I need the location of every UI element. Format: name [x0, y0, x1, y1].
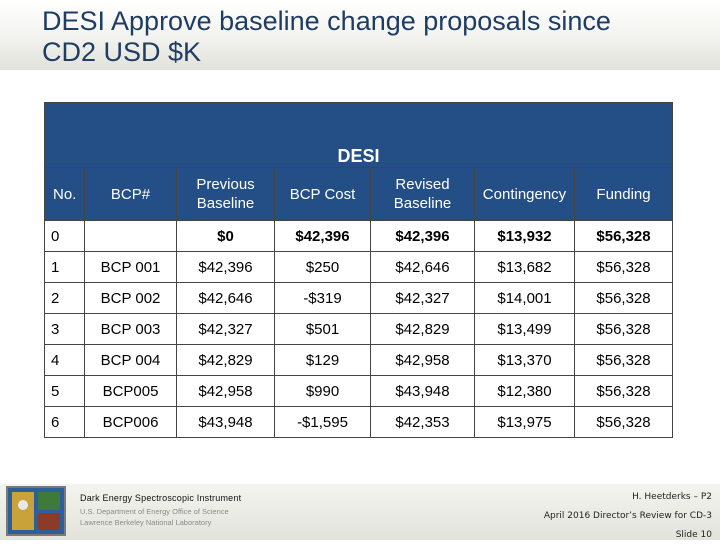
cell-revised: $42,646	[370, 251, 475, 283]
bcp-table: DESI No. BCP# Previous Baseline BCP Cost …	[43, 102, 674, 438]
title-line-1: DESI Approve baseline change proposals s…	[42, 6, 611, 36]
title-band	[0, 0, 720, 70]
cell-cost: $990	[274, 375, 371, 407]
cell-contingency: $13,975	[474, 406, 575, 438]
cell-revised: $43,948	[370, 375, 475, 407]
table-row: 5 BCP005 $42,958 $990 $43,948 $12,380 $56,328	[44, 375, 674, 407]
cell-bcp: BCP 004	[84, 344, 177, 376]
cell-previous: $42,829	[176, 344, 275, 376]
cell-cost: $501	[274, 313, 371, 345]
footer-institution: Dark Energy Spectroscopic Instrument	[80, 493, 242, 503]
header-bcp-cost: BCP Cost	[274, 167, 371, 221]
cell-contingency: $13,499	[474, 313, 575, 345]
table-row: 0 $0 $42,396 $42,396 $13,932 $56,328	[44, 220, 674, 252]
cell-no: 4	[44, 344, 85, 376]
cell-cost: $129	[274, 344, 371, 376]
header-previous-baseline: Previous Baseline	[176, 167, 275, 221]
header-funding: Funding	[573, 167, 674, 221]
cell-previous: $0	[176, 220, 275, 252]
cell-no: 5	[44, 375, 85, 407]
cell-contingency: $13,932	[474, 220, 575, 252]
cell-contingency: $12,380	[474, 375, 575, 407]
cell-contingency: $14,001	[474, 282, 575, 314]
cell-funding: $56,328	[573, 406, 674, 438]
table-body: 0 $0 $42,396 $42,396 $13,932 $56,328 1 BCP 001 $…	[44, 220, 674, 438]
cell-cost: -$1,595	[274, 406, 371, 438]
cell-funding: $56,328	[573, 375, 674, 407]
cell-no: 2	[44, 282, 85, 314]
table-row: 4 BCP 004 $42,829 $129 $42,958 $13,370 $56,328	[44, 344, 674, 376]
cell-revised: $42,396	[370, 220, 475, 252]
cell-funding: $56,328	[573, 344, 674, 376]
cell-previous: $43,948	[176, 406, 275, 438]
cell-cost: -$319	[274, 282, 371, 314]
header-revised-line1: Revised	[395, 176, 450, 193]
title-line-2: CD2 USD $K	[42, 37, 202, 67]
footer-author: H. Heetderks – P2	[632, 492, 712, 502]
cell-cost: $42,396	[274, 220, 371, 252]
table-row: 1 BCP 001 $42,396 $250 $42,646 $13,682 $56,328	[44, 251, 674, 283]
table-caption: DESI	[43, 102, 674, 168]
cell-funding: $56,328	[573, 282, 674, 314]
cell-contingency: $13,370	[474, 344, 575, 376]
cell-previous: $42,646	[176, 282, 275, 314]
cell-no: 1	[44, 251, 85, 283]
table-row: 3 BCP 003 $42,327 $501 $42,829 $13,499 $56,328	[44, 313, 674, 345]
cell-revised: $42,327	[370, 282, 475, 314]
cell-funding: $56,328	[573, 251, 674, 283]
cell-bcp: BCP 003	[84, 313, 177, 345]
footer-bar	[0, 484, 720, 540]
header-no: No.	[44, 167, 85, 221]
cell-previous: $42,958	[176, 375, 275, 407]
cell-cost: $250	[274, 251, 371, 283]
desi-logo-icon	[6, 486, 66, 536]
cell-no: 0	[44, 220, 85, 252]
table-header-row: No. BCP# Previous Baseline BCP Cost Revis…	[44, 167, 674, 221]
header-previous-line2: Baseline	[196, 195, 255, 212]
table-row: 2 BCP 002 $42,646 -$319 $42,327 $14,001 $56,32…	[44, 282, 674, 314]
cell-funding: $56,328	[573, 313, 674, 345]
header-bcp: BCP#	[84, 167, 177, 221]
cell-bcp: BCP005	[84, 375, 177, 407]
cell-bcp: BCP 002	[84, 282, 177, 314]
cell-no: 6	[44, 406, 85, 438]
table-row: 6 BCP006 $43,948 -$1,595 $42,353 $13,975 $56,3…	[44, 406, 674, 438]
header-contingency: Contingency	[474, 167, 575, 221]
header-previous-line1: Previous	[196, 176, 255, 193]
cell-no: 3	[44, 313, 85, 345]
cell-bcp	[84, 220, 177, 252]
footer-review: April 2016 Director’s Review for CD-3	[543, 511, 712, 521]
cell-bcp: BCP 001	[84, 251, 177, 283]
footer-slide-number: Slide 10	[675, 530, 712, 540]
footer-doe: U.S. Department of Energy Office of Scie…	[80, 507, 229, 516]
table-caption-row: DESI	[43, 102, 674, 168]
header-revised-baseline: Revised Baseline	[370, 167, 475, 221]
footer-institution-block: Dark Energy Spectroscopic Instrument U.S…	[80, 493, 241, 528]
footer-meta-block: H. Heetderks – P2 April 2016 Director’s …	[544, 488, 712, 545]
cell-contingency: $13,682	[474, 251, 575, 283]
cell-funding: $56,328	[573, 220, 674, 252]
cell-previous: $42,327	[176, 313, 275, 345]
cell-revised: $42,829	[370, 313, 475, 345]
cell-bcp: BCP006	[84, 406, 177, 438]
cell-revised: $42,353	[370, 406, 475, 438]
page-title: DESI Approve baseline change proposals s…	[42, 6, 712, 68]
cell-previous: $42,396	[176, 251, 275, 283]
cell-revised: $42,958	[370, 344, 475, 376]
header-revised-line2: Baseline	[393, 195, 452, 212]
footer-lab: Lawrence Berkeley National Laboratory	[80, 518, 212, 527]
